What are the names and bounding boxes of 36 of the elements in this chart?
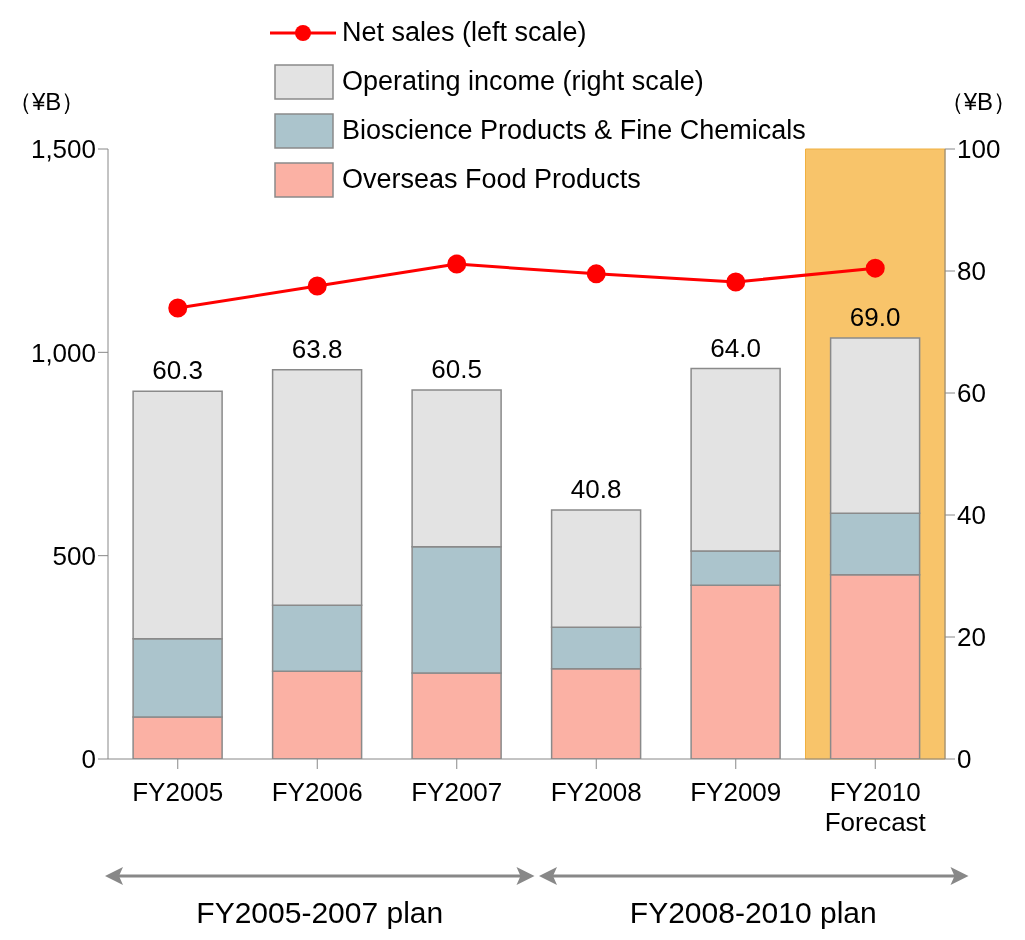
y2-tick-label: 80: [957, 256, 986, 287]
x-tick-label: FY2007: [411, 777, 503, 807]
x-tick-label: FY2009: [690, 777, 782, 807]
x-tick-label: FY2008: [550, 777, 642, 807]
x-tick-label: FY2010 Forecast: [824, 777, 927, 837]
point: [447, 254, 467, 274]
y-tick-label: 0: [81, 744, 96, 775]
legend-label: Net sales (left scale): [342, 17, 587, 48]
total-label: 63.8: [291, 333, 343, 364]
total-label: 60.5: [431, 353, 482, 384]
legend-label: Bioscience Products & Fine Chemicals: [342, 115, 806, 146]
x-tick-label: FY2005: [132, 777, 224, 807]
y2-tick-label: 40: [957, 500, 986, 531]
legend-label: Operating income (right scale): [342, 66, 704, 97]
x-tick-label: FY2006: [271, 777, 363, 807]
y2-tick-label: 60: [957, 378, 986, 409]
y2-tick-label: 100: [957, 134, 1001, 165]
point: [586, 264, 606, 284]
total-label: 69.0: [849, 302, 901, 333]
total-label: 40.8: [570, 474, 622, 505]
legend-label: Overseas Food Products: [342, 164, 641, 195]
y-tick-label: 1,500: [30, 134, 96, 165]
y2-tick-label: 20: [957, 622, 986, 653]
text: FY2008-2010 plan: [628, 896, 878, 930]
total-label: 64.0: [710, 332, 761, 363]
y-axis-title: （¥B）: [8, 87, 86, 117]
y-tick-label: 500: [52, 540, 96, 571]
y2-tick-label: 0: [957, 744, 972, 775]
y2-axis-title: （¥B）: [939, 87, 1017, 117]
text: FY2005-2007 plan: [195, 896, 445, 930]
total-label: 60.3: [152, 355, 203, 386]
y-tick-label: 1,000: [30, 337, 96, 368]
point: [307, 276, 327, 296]
point: [865, 258, 885, 278]
point: [168, 298, 188, 318]
point: [726, 272, 746, 292]
